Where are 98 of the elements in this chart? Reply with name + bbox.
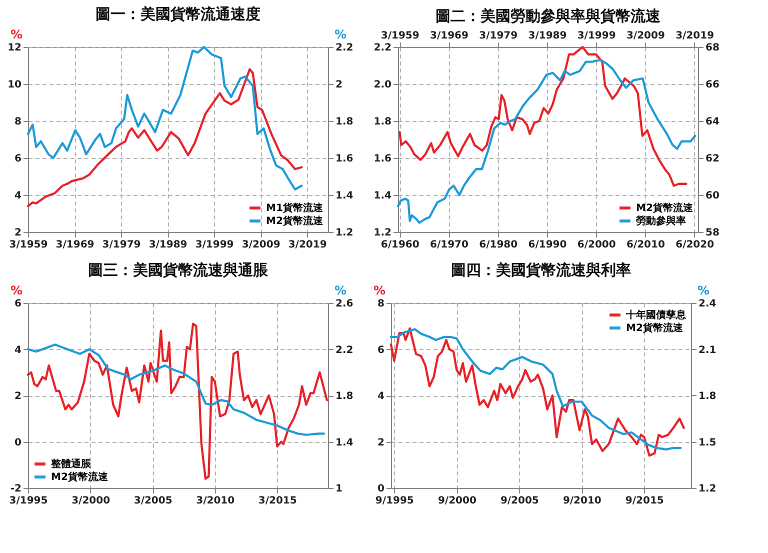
y-tick-label: 10	[8, 80, 22, 90]
y-tick-label: 1.4	[374, 190, 392, 202]
legend-label: M2貨幣流速	[266, 215, 324, 227]
legend-label: M1貨幣流速	[266, 202, 324, 214]
x2-tick-label: 3/1969	[430, 30, 468, 42]
x-tick-label: 9/2000	[438, 496, 476, 506]
y-tick-label: 6	[14, 298, 22, 310]
x-tick-label: 3/2005	[134, 496, 172, 506]
x-tick-label: 3/2019	[288, 240, 327, 250]
y-tick-label: -2	[10, 484, 22, 494]
y-tick-label: 0	[14, 437, 22, 448]
y2-tick-label: 1.2	[698, 484, 716, 494]
x-tick-label: 6/2010	[626, 240, 665, 250]
y-tick-label: 1.8	[374, 116, 392, 128]
y-tick-label: 8	[14, 116, 22, 128]
y2-tick-label: 1.8	[698, 391, 716, 402]
y2-tick-label: 62	[706, 154, 720, 164]
y2-tick-label: 58	[706, 228, 720, 238]
x-tick-label: 3/2000	[72, 496, 110, 506]
y2-tick-label: 64	[706, 116, 720, 128]
x-tick-label: 3/1959	[9, 240, 48, 250]
y-tick-label: 2	[14, 228, 22, 238]
x2-tick-label: 3/1979	[479, 30, 518, 42]
y-tick-label: 4	[14, 190, 22, 202]
x-tick-label: 3/1979	[102, 240, 141, 250]
y2-tick-label: 66	[706, 80, 720, 90]
legend-label: M2貨幣流速	[51, 471, 109, 483]
x2-tick-label: 3/2019	[676, 30, 714, 42]
x-tick-label: 6/2000	[577, 240, 616, 250]
y-tick-label: 1.6	[374, 154, 392, 164]
x-tick-label: 9/1995	[375, 496, 414, 506]
x-tick-label: 6/1990	[528, 240, 567, 250]
y-tick-label: 2.2	[374, 42, 392, 54]
line-series	[26, 344, 325, 436]
y-axis-title: %	[10, 28, 22, 42]
y-tick-label: 4	[378, 391, 385, 402]
y2-tick-label: 1.2	[336, 228, 354, 238]
y-tick-label: 2	[378, 437, 385, 448]
y-axis-title: %	[10, 284, 22, 298]
y-tick-label: 2	[14, 391, 22, 402]
x-tick-label: 6/1970	[430, 240, 468, 250]
y-tick-label: 2.0	[374, 80, 392, 90]
y2-tick-label: 2.2	[336, 344, 354, 356]
line-series	[398, 46, 688, 187]
x2-tick-label: 3/1999	[577, 30, 616, 42]
y2-tick-label: 1.8	[336, 116, 354, 128]
y2-tick-label: 2.2	[336, 42, 354, 54]
x-tick-label: 3/2015	[258, 496, 297, 506]
y-tick-label: 8	[378, 298, 385, 310]
x-tick-label: 9/2015	[625, 496, 664, 506]
legend-label: 十年國債孳息	[625, 309, 687, 321]
x-tick-label: 3/1995	[9, 496, 48, 506]
y2-tick-label: 60	[706, 190, 720, 202]
y2-axis-title: %	[334, 284, 347, 298]
y2-tick-label: 2.1	[698, 344, 716, 356]
x2-tick-label: 3/2009	[626, 30, 665, 42]
x2-tick-label: 3/1989	[528, 30, 567, 42]
x-tick-label: 6/1980	[479, 240, 518, 250]
chart-title: 圖二：美國勞動參與率與貨幣流速	[436, 7, 662, 25]
chart-title: 圖四：美國貨幣流速與利率	[451, 261, 631, 279]
legend-label: 整體通脹	[50, 458, 92, 470]
chart-title: 圖一：美國貨幣流通速度	[96, 5, 260, 23]
y2-tick-label: 1.5	[698, 437, 716, 448]
line-series	[26, 322, 328, 480]
y2-tick-label: 1.6	[336, 154, 354, 164]
y2-tick-label: 68	[706, 42, 720, 54]
chart-title: 圖三：美國貨幣流速與通脹	[88, 261, 269, 279]
y-tick-label: 6	[14, 154, 22, 164]
y2-tick-label: 1.4	[336, 190, 354, 202]
y2-tick-label: 1.8	[336, 391, 354, 402]
x-tick-label: 3/2009	[242, 240, 280, 250]
y-tick-label: 4	[14, 344, 22, 356]
y2-tick-label: 1	[336, 484, 342, 494]
y2-axis-title: %	[334, 28, 347, 42]
x-tick-label: 6/2020	[676, 240, 714, 250]
line-series	[26, 46, 303, 191]
x2-tick-label: 3/1959	[380, 30, 420, 42]
x-tick-label: 9/2005	[500, 496, 539, 506]
y-axis-title: %	[373, 284, 386, 298]
y2-tick-label: 1.4	[336, 437, 354, 448]
y-tick-label: 0	[378, 484, 385, 494]
y-tick-label: 1.2	[374, 228, 392, 238]
y2-tick-label: 2.6	[336, 298, 354, 310]
y2-axis-title: %	[698, 284, 710, 298]
x-tick-label: 9/2010	[562, 496, 602, 506]
x-tick-label: 3/1999	[195, 240, 234, 250]
y-tick-label: 6	[378, 344, 385, 356]
x-tick-label: 3/1969	[56, 240, 94, 250]
y2-tick-label: 2.4	[698, 298, 716, 310]
x-tick-label: 3/2010	[196, 496, 235, 506]
y2-tick-label: 2	[336, 80, 342, 90]
y-tick-label: 12	[8, 42, 22, 54]
legend-label: 勞動參與率	[635, 215, 686, 227]
x-tick-label: 6/1960	[380, 240, 420, 250]
line-series	[396, 58, 696, 224]
legend-label: M2貨幣流速	[626, 322, 684, 334]
x-tick-label: 3/1989	[148, 240, 188, 250]
legend-label: M2貨幣流速	[636, 202, 694, 214]
